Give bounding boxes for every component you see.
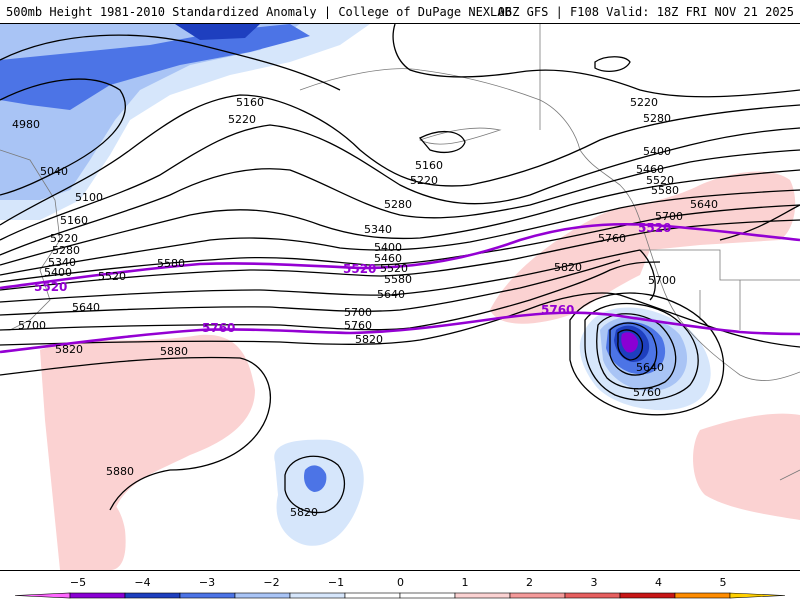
legend-color-segment: [509, 592, 566, 599]
contour-label: 5760: [344, 319, 372, 332]
contour-labels: 4980 5040 5100 5160 5220 5280 5340 5400 …: [12, 96, 718, 519]
legend-tick-label: −2: [263, 576, 279, 589]
map-header: 500mb Height 1981-2010 Standardized Anom…: [0, 0, 800, 24]
contour-label: 5280: [643, 112, 671, 125]
legend-tick-label: 5: [720, 576, 727, 589]
contour-label: 5640: [636, 361, 664, 374]
contour-label: 5700: [648, 274, 676, 287]
legend-color-segment: [619, 592, 676, 599]
contour-label: 5580: [157, 257, 185, 270]
contour-label: 5640: [72, 301, 100, 314]
contour-label: 5400: [374, 241, 402, 254]
legend-canvas: −5 −4 −3 −2 −1 0 1 2 3 4 5: [14, 576, 786, 599]
anomaly-map: 4980 5040 5100 5160 5220 5280 5340 5400 …: [0, 24, 800, 570]
contour-label: 5460: [374, 252, 402, 265]
legend-tick-label: −3: [199, 576, 215, 589]
contour-label: 5400: [643, 145, 671, 158]
contour-label: 5160: [415, 159, 443, 172]
legend-color-segment: [454, 592, 511, 599]
legend-color-segment: [179, 592, 236, 599]
legend-color-segment: [289, 592, 346, 599]
contour-label: 5640: [690, 198, 718, 211]
contour-label: 5880: [106, 465, 134, 478]
map-canvas: 4980 5040 5100 5160 5220 5280 5340 5400 …: [0, 24, 800, 570]
contour-label: 5640: [377, 288, 405, 301]
legend-color-segment: [399, 592, 456, 599]
coastlines: [0, 24, 800, 481]
contour-label: 5160: [236, 96, 264, 109]
positive-anomaly-shading: [40, 171, 800, 570]
contour-label: 5700: [18, 319, 46, 332]
contour-label: 5580: [651, 184, 679, 197]
legend-color-segment: [674, 592, 731, 599]
legend-color-segment: [344, 592, 401, 599]
contour-label: 5520: [646, 174, 674, 187]
highlight-contour-label: 5760: [202, 321, 235, 335]
contour-label: 5040: [40, 165, 68, 178]
legend-color-segment: [564, 592, 621, 599]
model-run-info: 06Z GFS | F108 Valid: 18Z FRI NOV 21 202…: [497, 5, 794, 19]
legend-tick-label: −5: [70, 576, 86, 589]
contour-label: 5100: [75, 191, 103, 204]
contour-label: 5460: [636, 163, 664, 176]
contour-label: 5760: [633, 386, 661, 399]
highlighted-contours: [0, 222, 800, 354]
contour-label: 5820: [55, 343, 83, 356]
legend-color-segment: [124, 592, 181, 599]
legend-tick-label: 4: [655, 576, 662, 589]
color-scale-legend: −5 −4 −3 −2 −1 0 1 2 3 4 5: [0, 570, 800, 600]
highlight-contour-label: 5520: [343, 262, 376, 276]
legend-tick-label: −4: [134, 576, 150, 589]
contour-label: 5760: [598, 232, 626, 245]
contour-label: 5220: [228, 113, 256, 126]
contour-label: 5400: [44, 266, 72, 279]
height-contours: [0, 24, 800, 514]
highlight-contour-label: 5520: [638, 221, 671, 235]
contour-label: 5700: [655, 210, 683, 223]
contour-label: 5520: [380, 262, 408, 275]
contour-label: 4980: [12, 118, 40, 131]
legend-color-segment: [234, 592, 291, 599]
legend-tick-label: 1: [462, 576, 469, 589]
contour-label: 5280: [384, 198, 412, 211]
legend-color-segment: [729, 592, 786, 599]
highlight-contour-label: 5520: [34, 280, 67, 294]
highlight-contour-label: 5760: [541, 303, 574, 317]
map-title: 500mb Height 1981-2010 Standardized Anom…: [6, 5, 512, 19]
contour-label: 5820: [290, 506, 318, 519]
negative-anomaly-shading: [0, 24, 711, 546]
contour-label: 5820: [554, 261, 582, 274]
legend-tick-label: 0: [397, 576, 404, 589]
contour-label: 5220: [410, 174, 438, 187]
contour-label: 5580: [384, 273, 412, 286]
legend-color-segment: [14, 592, 71, 599]
contour-label: 5700: [344, 306, 372, 319]
contour-label: 5220: [630, 96, 658, 109]
contour-label: 5820: [355, 333, 383, 346]
legend-color-segment: [69, 592, 126, 599]
contour-label: 5880: [160, 345, 188, 358]
contour-label: 5340: [364, 223, 392, 236]
contour-label: 5220: [50, 232, 78, 245]
legend-tick-label: 2: [526, 576, 533, 589]
contour-label: 5280: [52, 244, 80, 257]
legend-tick-label: 3: [591, 576, 598, 589]
legend-tick-label: −1: [328, 576, 344, 589]
contour-label: 5520: [98, 270, 126, 283]
contour-label: 5160: [60, 214, 88, 227]
contour-label: 5340: [48, 256, 76, 269]
